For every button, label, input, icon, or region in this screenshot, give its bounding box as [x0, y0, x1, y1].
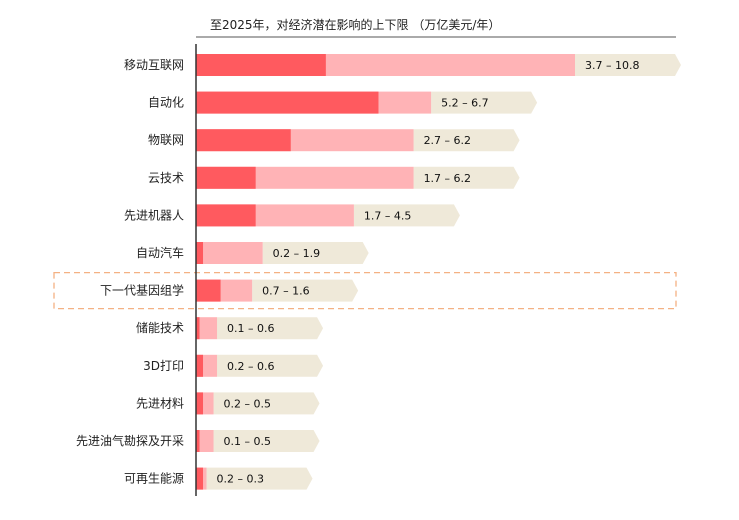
range-label: 1.7 – 4.5 [364, 209, 411, 222]
range-label-background [213, 392, 320, 415]
range-label-background [413, 166, 520, 189]
chart-row: 0.7 – 1.6 下一代基因组学 [100, 279, 359, 302]
chart-title: 至2025年，对经济潜在影响的上下限 （万亿美元/年） [210, 17, 500, 32]
category-label: 可再生能源 [124, 472, 184, 486]
range-label-background [206, 467, 313, 490]
highlight-box [53, 271, 677, 310]
bar-upper [196, 317, 218, 340]
bar-lower [196, 129, 291, 152]
range-label: 0.2 – 0.5 [224, 397, 271, 410]
category-label: 移动互联网 [124, 58, 184, 72]
category-label: 3D打印 [143, 359, 184, 373]
range-label: 5.2 – 6.7 [441, 97, 488, 110]
chart-row: 5.2 – 6.7 自动化 [148, 91, 538, 114]
bar-lower [196, 354, 204, 377]
category-label: 先进材料 [136, 396, 184, 410]
range-label-background [431, 91, 538, 114]
bar-lower [196, 467, 204, 490]
chart-row: 1.7 – 4.5 先进机器人 [124, 204, 460, 227]
category-label: 先进机器人 [124, 208, 184, 222]
category-label: 自动化 [148, 96, 184, 110]
category-label: 下一代基因组学 [100, 283, 184, 298]
bar-lower [196, 166, 256, 189]
range-label: 0.2 – 1.9 [273, 247, 320, 260]
range-label: 0.2 – 0.6 [227, 360, 274, 373]
range-label: 0.2 – 0.3 [217, 473, 264, 486]
range-label-background [353, 204, 460, 227]
bar-upper [196, 430, 214, 452]
bar-lower [196, 392, 204, 415]
chart-row: 0.2 – 0.6 3D打印 [143, 354, 324, 377]
bar-lower [196, 54, 326, 76]
bar-lower [196, 204, 256, 227]
range-label: 2.7 – 6.2 [424, 134, 471, 147]
chart-row: 3.7 – 10.8 移动互联网 [124, 54, 681, 76]
category-label: 储能技术 [136, 320, 184, 335]
chart-row: 2.7 – 6.2 物联网 [148, 129, 520, 152]
chart-row: 0.2 – 1.9 自动汽车 [136, 242, 369, 264]
bar-lower [196, 430, 200, 452]
category-label: 自动汽车 [136, 245, 184, 260]
range-label-background [252, 279, 359, 302]
range-label: 1.7 – 6.2 [424, 172, 471, 185]
bar-lower [196, 242, 204, 264]
range-label-background [575, 54, 681, 76]
chart-rows: 3.7 – 10.8 移动互联网 5.2 – 6.7 自动化 2.7 – 6.2 物联网 1… [76, 54, 681, 490]
bar-lower [196, 317, 200, 340]
bar-lower [196, 279, 221, 302]
chart-row: 0.1 – 0.5 先进油气勘探及开采 [76, 430, 320, 452]
range-label: 0.1 – 0.5 [224, 435, 271, 448]
chart-row: 0.1 – 0.6 储能技术 [136, 317, 324, 340]
category-label: 物联网 [148, 133, 184, 147]
range-label-background [217, 354, 324, 377]
category-label: 云技术 [148, 171, 184, 185]
range-label: 3.7 – 10.8 [585, 59, 639, 72]
range-label: 0.7 – 1.6 [262, 285, 309, 298]
range-label-background [217, 317, 324, 340]
bar-upper [196, 242, 263, 264]
range-label-background [262, 242, 369, 264]
range-label-background [413, 129, 520, 152]
chart-row: 1.7 – 6.2 云技术 [148, 166, 520, 189]
chart-row: 0.2 – 0.5 先进材料 [136, 392, 320, 415]
bar-lower [196, 91, 379, 114]
range-label-background [213, 430, 320, 452]
category-label: 先进油气勘探及开采 [76, 433, 184, 448]
chart-row: 0.2 – 0.3 可再生能源 [124, 467, 313, 490]
range-label: 0.1 – 0.6 [227, 322, 274, 335]
